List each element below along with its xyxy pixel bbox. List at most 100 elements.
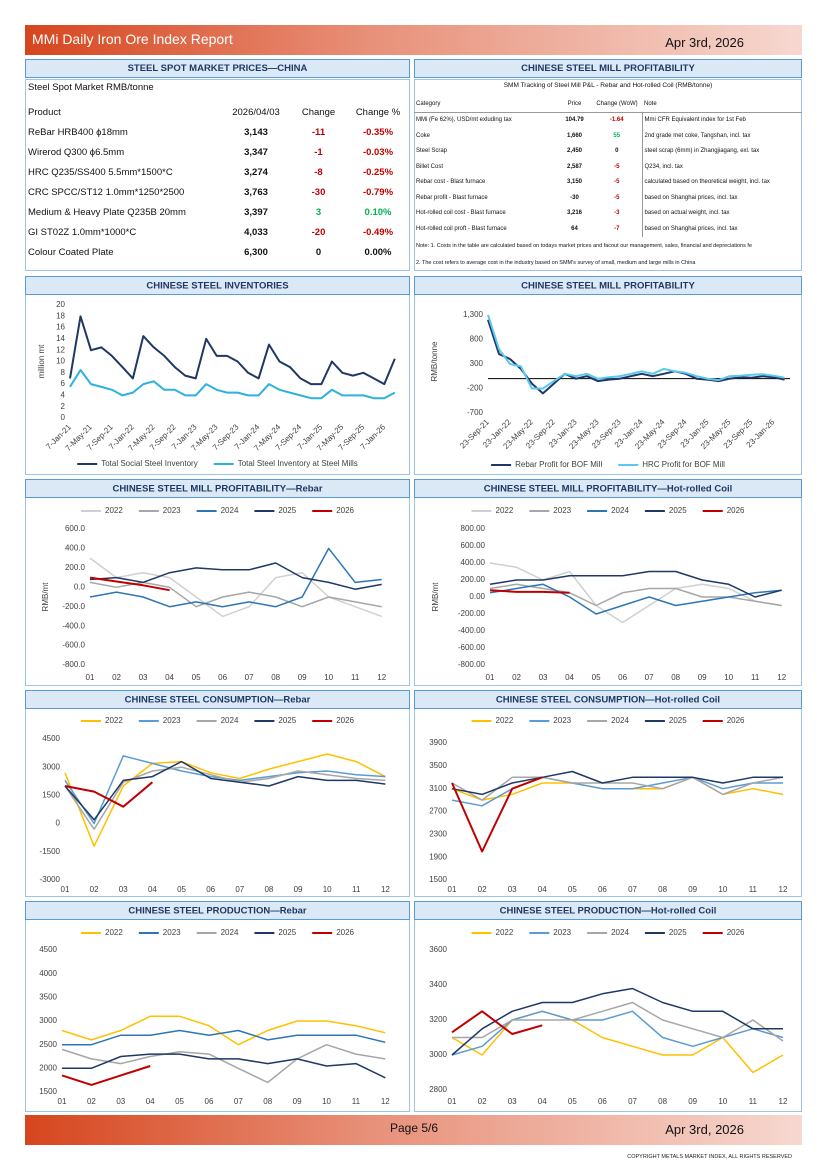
table-cell: -0.35%: [362, 126, 394, 138]
chart-title: CHINESE STEEL MILL PROFITABILITY—Hot-rol…: [484, 484, 733, 495]
legend-label: 2026: [336, 716, 354, 725]
legend-label: 2024: [221, 928, 239, 937]
series-line: [89, 576, 170, 592]
table-cell: -0.49%: [362, 226, 394, 238]
y-tick-label: 3600: [429, 945, 447, 954]
x-tick-label: 07: [245, 673, 254, 682]
y-tick-label: 3000: [429, 1050, 447, 1059]
y-tick-label: 600.00: [461, 541, 486, 550]
table-row: ReBar HRB400 ϕ18mm 3,143 -11 -0.35%: [25, 122, 410, 142]
x-tick-label: 07: [645, 673, 654, 682]
table-cell: based on actual weight, incl. tax: [641, 205, 802, 221]
y-tick-label: 800.00: [461, 524, 486, 533]
series-line: [451, 776, 543, 853]
x-tick-label: 07: [235, 885, 244, 894]
y-tick-label: 1500: [42, 791, 60, 800]
y-tick-label: 8: [61, 368, 66, 377]
chart-title: CHINESE STEEL MILL PROFITABILITY: [521, 281, 695, 292]
x-tick-label: 12: [777, 673, 786, 682]
section-title-box: [414, 479, 802, 498]
y-tick-label: 600.0: [65, 524, 86, 533]
table-cell: -5: [614, 194, 620, 201]
table-cell: 2,450: [566, 148, 582, 155]
legend-label: 2025: [669, 506, 687, 515]
table-cell: 0: [615, 148, 619, 155]
table-cell: Hot-rolled coil proft - Blast furnace: [416, 225, 507, 232]
series-line: [61, 1065, 151, 1086]
table-cell: based on Shanghai prices, incl. tax: [641, 221, 802, 237]
x-tick-label: 05: [568, 885, 577, 894]
y-tick-label: 2300: [429, 829, 447, 838]
y-tick-label: 4000: [39, 969, 57, 978]
series-line: [487, 319, 785, 395]
series-line: [489, 583, 782, 615]
y-tick-label: 3400: [429, 980, 447, 989]
series-line: [62, 1029, 386, 1046]
legend: Total Social Steel Inventory Total Steel …: [77, 459, 358, 468]
x-tick-label: 08: [658, 885, 667, 894]
column-header: Price: [557, 96, 592, 113]
table-cell: 64: [571, 225, 578, 232]
footer-band: [25, 1115, 802, 1145]
table-cell: Rebar profit - Blast furnace: [416, 194, 488, 201]
y-tick-label: 0.0: [74, 582, 86, 591]
table-cell: 3,763: [244, 186, 268, 198]
column-header: Change (WoW): [592, 96, 642, 113]
table-cell: MMi (Fe 62%), USD/mt exluding tax: [416, 117, 512, 124]
x-tick-label: 12: [381, 885, 390, 894]
y-tick-label: -600.0: [62, 641, 85, 650]
series-line: [69, 369, 396, 400]
y-tick-label: -600.00: [458, 643, 486, 652]
x-tick-label: 04: [148, 885, 157, 894]
y-tick-label: 400.00: [461, 558, 486, 567]
series-line: [451, 1010, 784, 1056]
series-line: [89, 581, 382, 608]
y-tick-label: 2500: [39, 1040, 57, 1049]
chart-title: CHINESE STEEL CONSUMPTION—Rebar: [125, 695, 311, 706]
table-cell: -3: [614, 210, 620, 217]
x-tick-label: 02: [512, 673, 521, 682]
x-tick-label: 05: [592, 673, 601, 682]
legend-label: 2026: [336, 506, 354, 515]
table-cell: 0.00%: [364, 246, 392, 258]
legend-label: HRC Profit for BOF Mill: [642, 460, 725, 469]
y-tick-label: -3000: [40, 875, 61, 884]
y-tick-label: 800: [470, 335, 484, 344]
legend-label: Rebar Profit for BOF Mill: [515, 460, 602, 469]
x-tick-label: 04: [565, 673, 574, 682]
x-tick-label: 06: [618, 673, 627, 682]
chart-title: CHINESE STEEL PRODUCTION—Rebar: [128, 906, 307, 917]
chart-title: CHINESE STEEL INVENTORIES: [146, 281, 288, 292]
legend-label: 2022: [105, 716, 123, 725]
y-tick-label: 200.00: [461, 575, 486, 584]
table-cell: -20: [311, 226, 326, 238]
y-tick-label: 3200: [429, 1015, 447, 1024]
table-cell: 2,587: [566, 163, 582, 170]
legend: 2022 2023 2024 2025 2026: [471, 716, 745, 725]
y-tick-label: 14: [56, 334, 65, 343]
legend-label: 2025: [669, 928, 687, 937]
legend-label: 2024: [611, 928, 629, 937]
y-axis-label: million mt: [37, 344, 46, 379]
page-number: Page 5/6: [389, 1121, 439, 1135]
legend-label: 2026: [727, 506, 745, 515]
y-tick-label: 2000: [39, 1063, 57, 1072]
x-tick-label: 09: [294, 885, 303, 894]
x-tick-label: 04: [165, 673, 174, 682]
legend-label: 2023: [553, 716, 571, 725]
legend-label: 2022: [105, 506, 123, 515]
x-tick-label: 09: [298, 673, 307, 682]
y-axis-label: RMB/tonne: [430, 341, 439, 382]
series-line: [452, 1001, 784, 1042]
y-tick-label: 4500: [39, 945, 57, 954]
table-row: HRC Q235/SS400 5.5mm*1500*C 3,274 -8 -0.25%: [25, 162, 410, 182]
y-tick-label: 3100: [429, 784, 447, 793]
x-tick-label: 09: [688, 1097, 697, 1106]
legend-label: 2023: [553, 506, 571, 515]
table-cell: ReBar HRB400 ϕ18mm: [28, 126, 128, 138]
y-tick-label: 3000: [39, 1016, 57, 1025]
x-tick-label: 08: [671, 673, 680, 682]
y-tick-label: 12: [56, 345, 65, 354]
table-cell: Rebar cost - Blast furnace: [416, 179, 486, 186]
